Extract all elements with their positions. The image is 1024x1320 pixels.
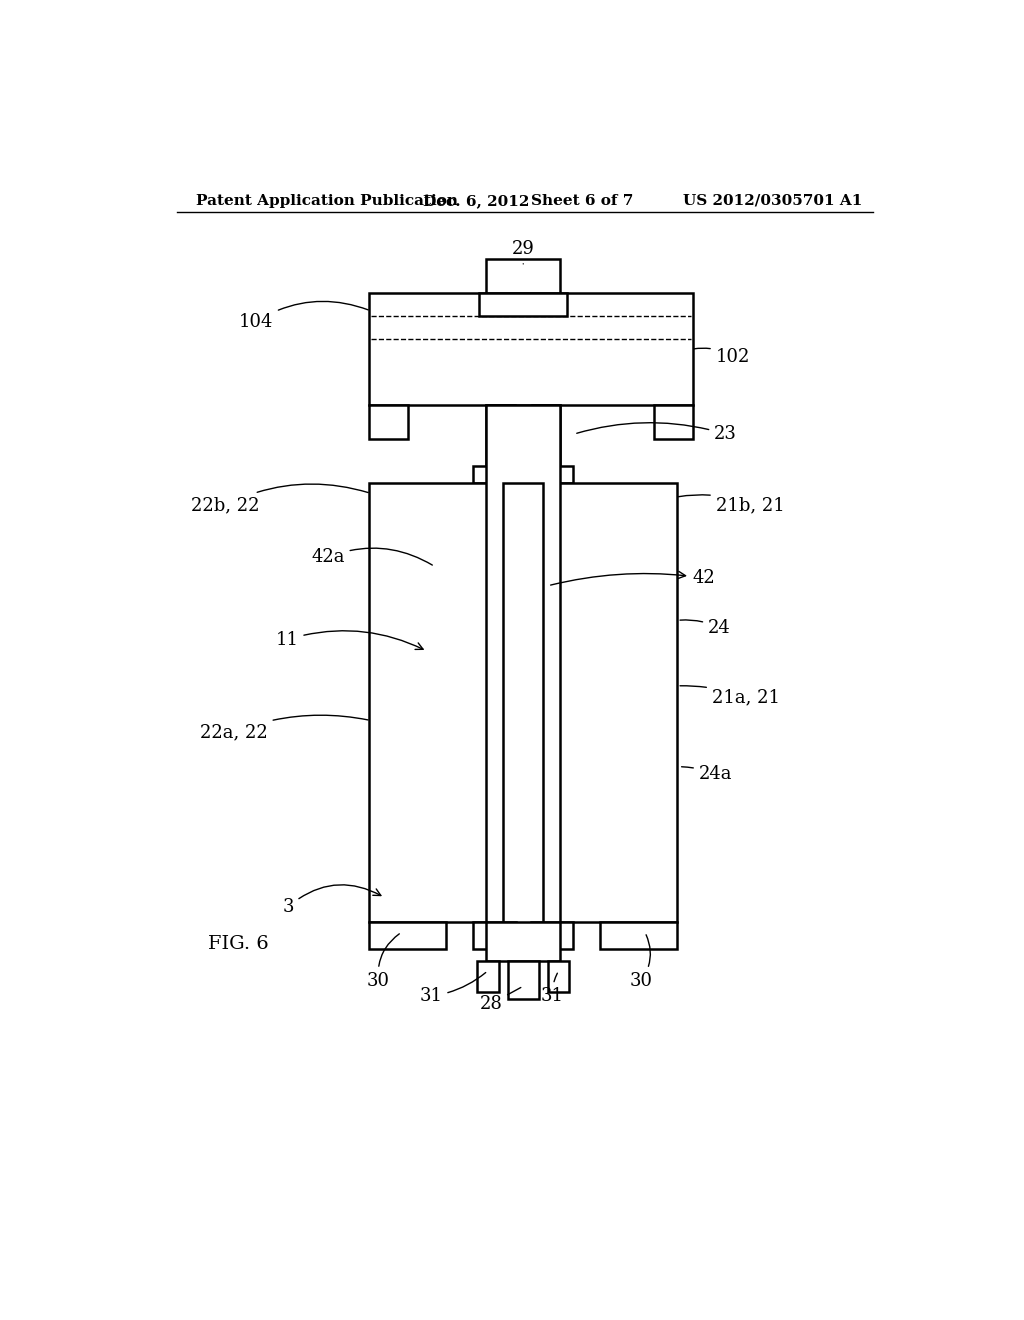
Bar	[531, 923, 573, 949]
Text: FIG. 6: FIG. 6	[208, 935, 268, 953]
Text: 3: 3	[283, 884, 381, 916]
Text: 22b, 22: 22b, 22	[191, 484, 369, 513]
Bar	[508, 961, 539, 999]
Text: 21b, 21: 21b, 21	[679, 495, 784, 513]
Text: 29: 29	[512, 240, 535, 264]
Text: 31: 31	[541, 973, 564, 1005]
Bar	[370, 923, 446, 949]
Bar	[547, 483, 677, 923]
Bar	[486, 259, 560, 298]
Bar	[531, 405, 560, 474]
Text: 42a: 42a	[311, 548, 432, 566]
Text: 31: 31	[420, 973, 485, 1005]
Text: Patent Application Publication: Patent Application Publication	[196, 194, 458, 207]
Text: Sheet 6 of 7: Sheet 6 of 7	[531, 194, 633, 207]
Text: 104: 104	[239, 301, 369, 330]
Text: 24: 24	[680, 619, 731, 638]
Bar	[479, 293, 567, 317]
Text: 21a, 21: 21a, 21	[680, 686, 780, 706]
Text: 22a, 22: 22a, 22	[200, 715, 368, 741]
Text: 28: 28	[479, 987, 521, 1012]
Text: Dec. 6, 2012: Dec. 6, 2012	[423, 194, 529, 207]
Bar	[370, 405, 408, 440]
Bar	[486, 405, 515, 474]
Bar	[518, 466, 573, 483]
Text: 11: 11	[275, 631, 423, 649]
Bar	[370, 483, 500, 923]
Bar	[654, 405, 692, 440]
Bar	[477, 961, 499, 991]
Bar	[548, 961, 569, 991]
Bar	[486, 923, 560, 961]
Bar	[473, 923, 515, 949]
Text: 24a: 24a	[682, 766, 732, 783]
Text: 30: 30	[630, 935, 652, 990]
Text: 42: 42	[551, 569, 716, 587]
Bar	[503, 483, 544, 929]
Bar	[473, 466, 528, 483]
Text: US 2012/0305701 A1: US 2012/0305701 A1	[683, 194, 863, 207]
Text: 102: 102	[694, 348, 751, 366]
Bar	[370, 293, 692, 405]
Text: 30: 30	[367, 933, 399, 990]
Text: 23: 23	[577, 422, 737, 444]
Bar	[486, 405, 560, 928]
Bar	[600, 923, 677, 949]
